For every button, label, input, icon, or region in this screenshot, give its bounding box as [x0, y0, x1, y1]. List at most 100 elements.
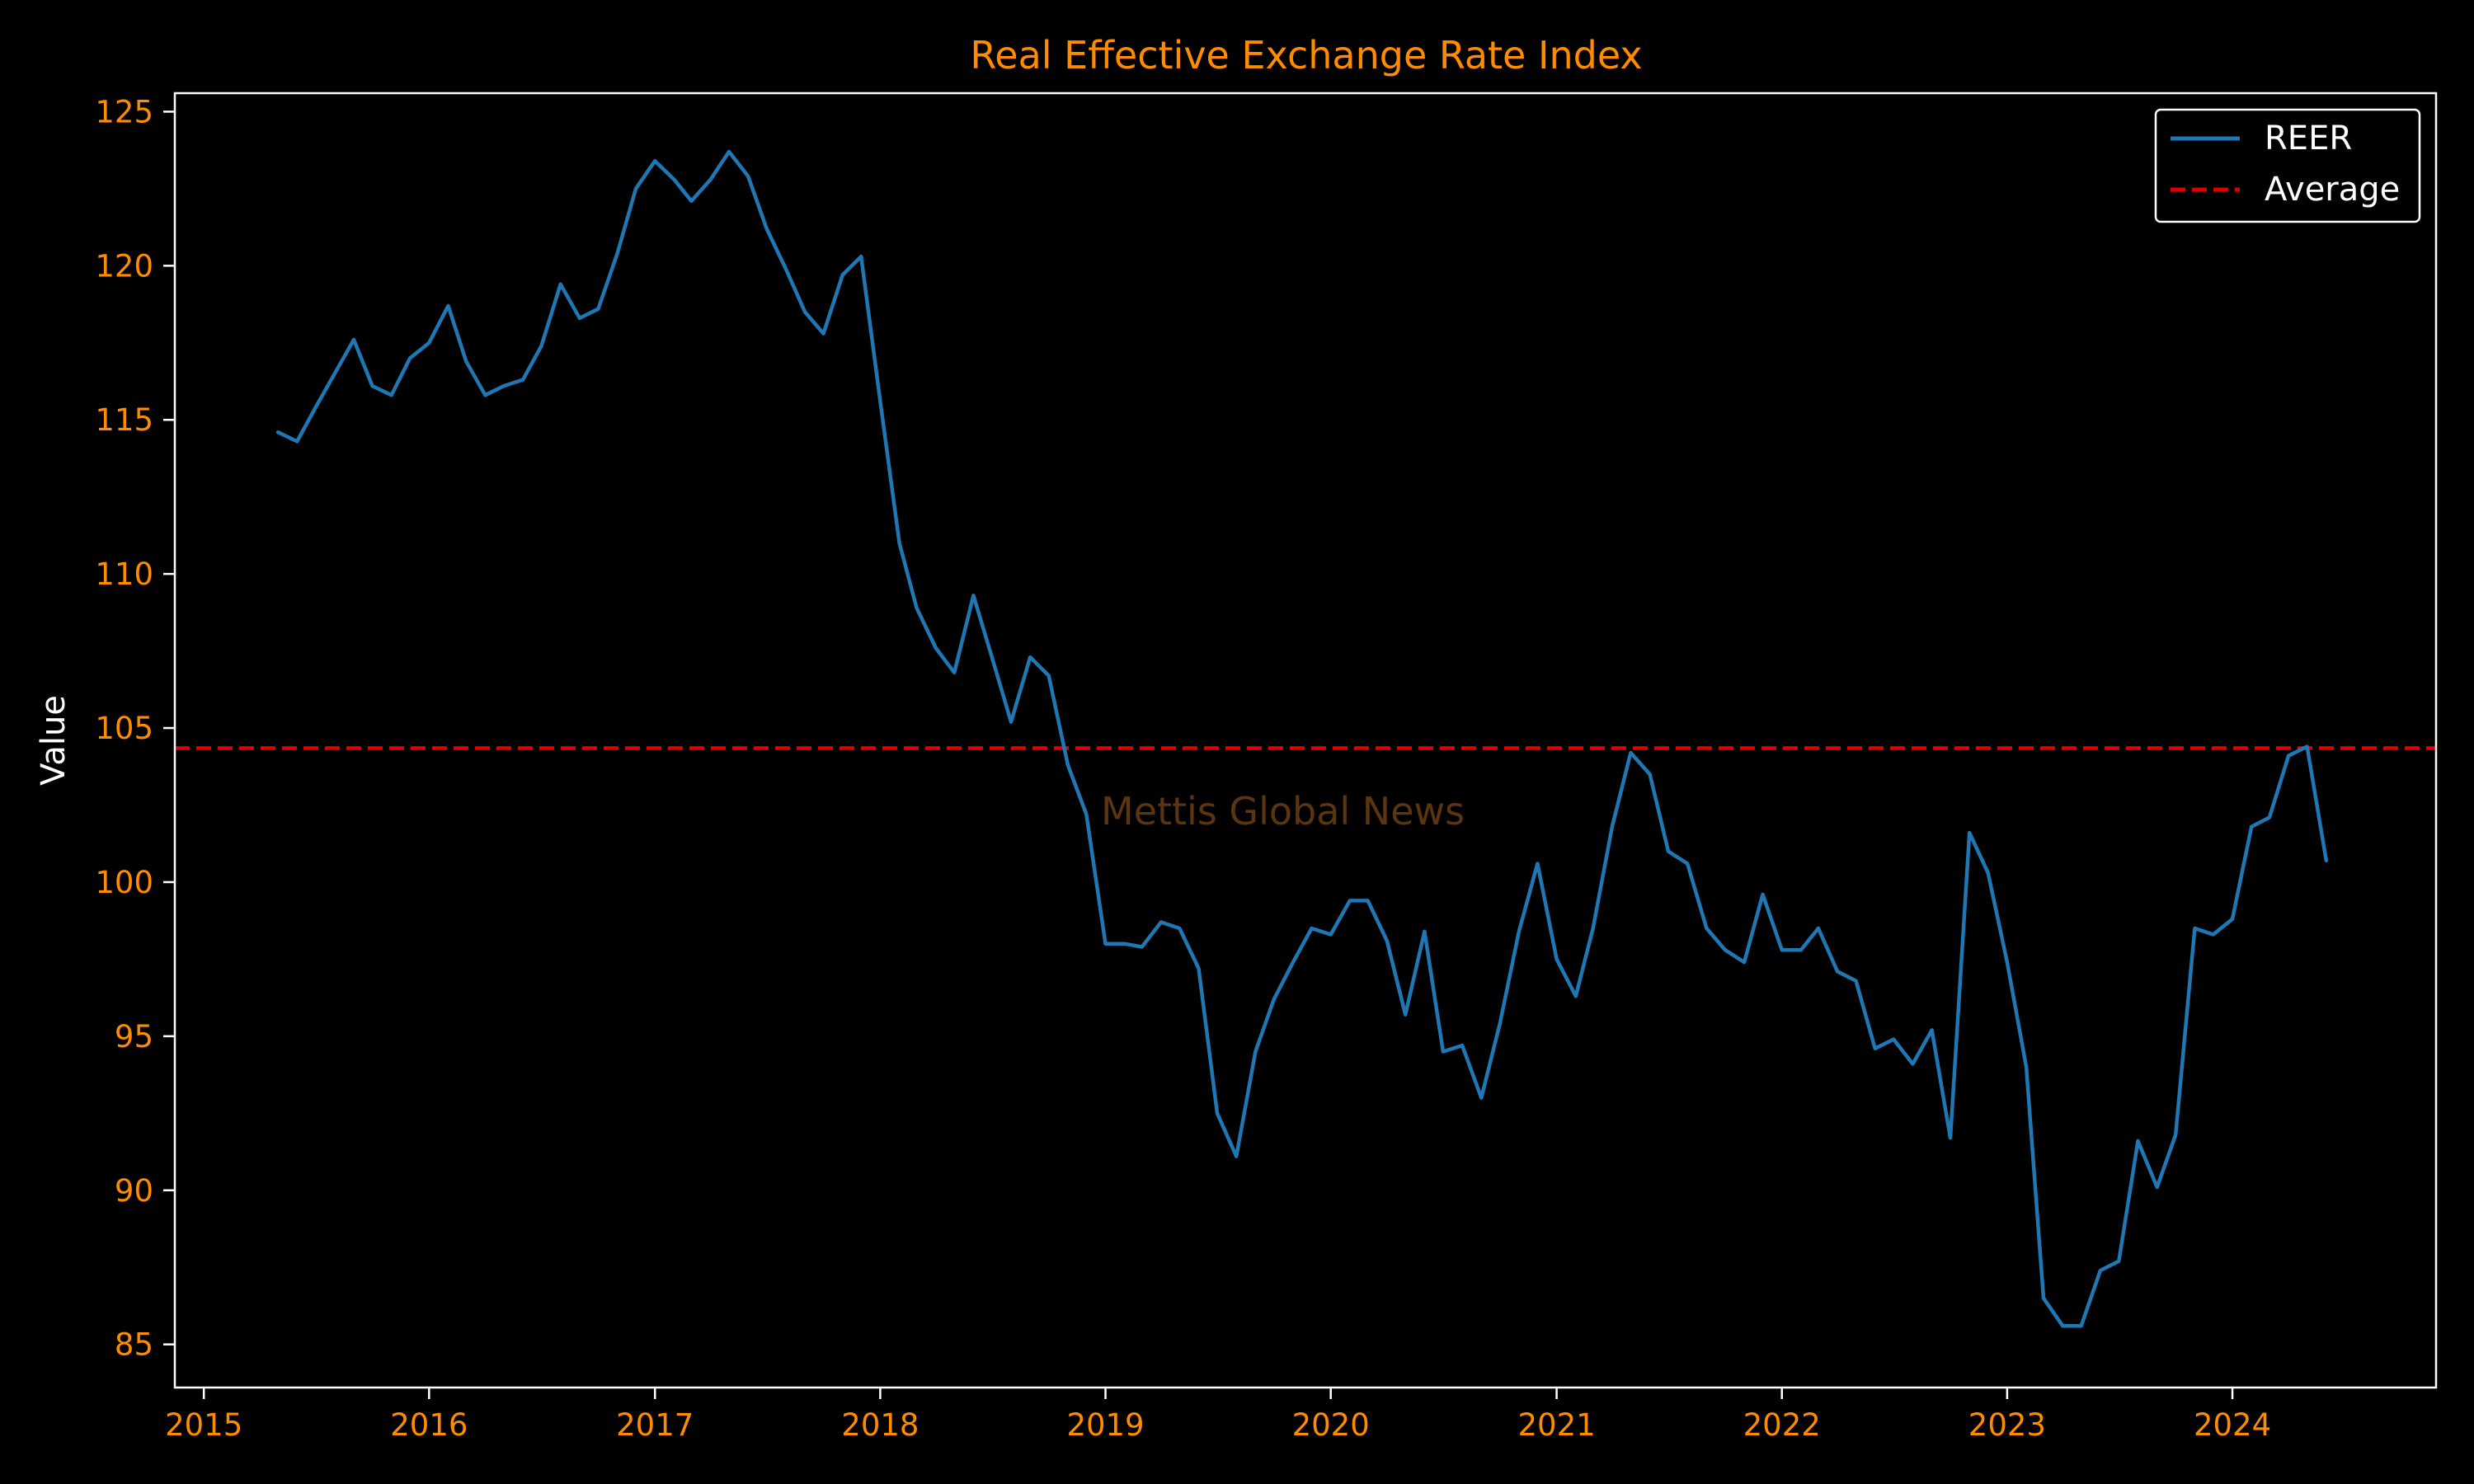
reer-data-point [2136, 1139, 2141, 1144]
reer-data-point [1084, 812, 1089, 817]
reer-series-line [275, 149, 2329, 1328]
x-tick-label: 2017 [616, 1407, 694, 1443]
reer-data-point [934, 646, 938, 650]
reer-data-point [2305, 744, 2310, 749]
reer-data-point [1234, 1154, 1239, 1159]
reer-data-point [1215, 1111, 1220, 1115]
reer-data-point [426, 340, 431, 345]
reer-data-point [482, 392, 487, 397]
reer-data-point [1103, 942, 1108, 946]
y-tick-label: 90 [115, 1173, 153, 1209]
reer-data-point [971, 593, 976, 598]
reer-data-point [1854, 979, 1859, 984]
y-tick-label: 95 [115, 1019, 153, 1054]
y-tick-label: 115 [95, 402, 153, 438]
reer-data-point [501, 383, 506, 388]
y-tick-label: 85 [115, 1327, 153, 1363]
reer-data-point [1610, 824, 1615, 829]
reer-data-point [407, 356, 412, 361]
reer-data-point [577, 316, 582, 321]
reer-data-point [2286, 754, 2291, 758]
reer-data-point [595, 307, 600, 312]
reer-data-point [1910, 1062, 1915, 1067]
reer-data-point [1761, 892, 1766, 897]
reer-data-point [1554, 956, 1559, 961]
reer-data-point [1742, 960, 1747, 965]
reer-data-point [1253, 1050, 1258, 1054]
reer-data-point [1047, 674, 1051, 679]
reer-data-point [1385, 938, 1390, 943]
reer-data-point [2249, 824, 2254, 829]
reer-data-point [727, 149, 731, 154]
reer-data-point [2116, 1259, 2121, 1264]
reer-data-point [294, 439, 299, 444]
reer-data-point [633, 186, 638, 191]
reer-data-point [877, 399, 882, 404]
reer-data-point [1028, 655, 1032, 660]
reer-data-point [2079, 1323, 2084, 1328]
reer-data-point [2230, 917, 2235, 922]
x-tick-label: 2015 [165, 1407, 242, 1443]
reer-data-point [671, 177, 676, 182]
reer-data-point [1197, 966, 1202, 971]
x-tick-label: 2021 [1517, 1407, 1595, 1443]
reer-data-point [351, 337, 356, 342]
reer-data-point [1366, 898, 1371, 903]
x-tick-label: 2024 [2194, 1407, 2271, 1443]
reer-data-point [1891, 1037, 1896, 1042]
reer-data-point [2005, 960, 2010, 965]
reer-data-point [539, 344, 544, 349]
reer-data-point [1685, 862, 1690, 866]
reer-data-point [2173, 1133, 2178, 1138]
reer-data-point [1422, 929, 1427, 934]
reer-data-point [1122, 942, 1127, 946]
reer-data-point [783, 266, 788, 271]
reer-data-point [1723, 947, 1728, 952]
reer-data-point [764, 227, 769, 232]
reer-data-point [1573, 993, 1578, 998]
reer-data-point [615, 251, 620, 256]
reer-data-point [708, 177, 713, 182]
reer-data-point [915, 605, 920, 610]
y-axis-label: Value [35, 695, 73, 786]
reer-data-point [332, 371, 337, 376]
reer-data-point [1967, 830, 1972, 835]
reer-data-point [2192, 926, 2197, 931]
y-tick-label: 125 [95, 94, 153, 129]
reer-data-point [1310, 926, 1315, 931]
chart-title: Real Effective Exchange Rate Index [970, 33, 1642, 77]
reer-data-point [389, 392, 394, 397]
reer-data-point [446, 303, 451, 308]
reer-data-point [897, 541, 902, 546]
reer-data-point [2024, 1064, 2029, 1069]
reer-data-point [689, 199, 694, 204]
reer-data-point [1441, 1050, 1446, 1054]
x-tick-label: 2020 [1292, 1407, 1370, 1443]
watermark-text: Mettis Global News [1101, 789, 1465, 834]
reer-data-point [1348, 898, 1352, 903]
reer-data-point [1873, 1046, 1878, 1051]
reer-data-point [1591, 926, 1596, 931]
reer-data-point [2098, 1268, 2103, 1273]
reer-data-point [463, 359, 468, 364]
y-tick-label: 100 [95, 865, 153, 900]
y-tick-label: 110 [95, 556, 153, 592]
legend-label-average: Average [2265, 171, 2400, 209]
reer-data-point [2060, 1323, 2065, 1328]
reer-data-point [2324, 858, 2329, 863]
y-tick-label: 120 [95, 248, 153, 284]
legend: REER Average [2154, 108, 2421, 223]
reer-data-point [2155, 1185, 2160, 1190]
y-axis-ticks: 85 90 95 100 105 110 115 120 125 [95, 94, 175, 1363]
reer-data-point [313, 405, 318, 410]
reer-data-point [1009, 720, 1014, 725]
reer-data-point [1329, 932, 1333, 937]
reer-data-point [520, 378, 525, 383]
y-tick-label: 105 [95, 711, 153, 746]
reer-data-point [1948, 1135, 1953, 1140]
reer-data-point [370, 383, 375, 388]
reer-data-point [2041, 1296, 2046, 1301]
